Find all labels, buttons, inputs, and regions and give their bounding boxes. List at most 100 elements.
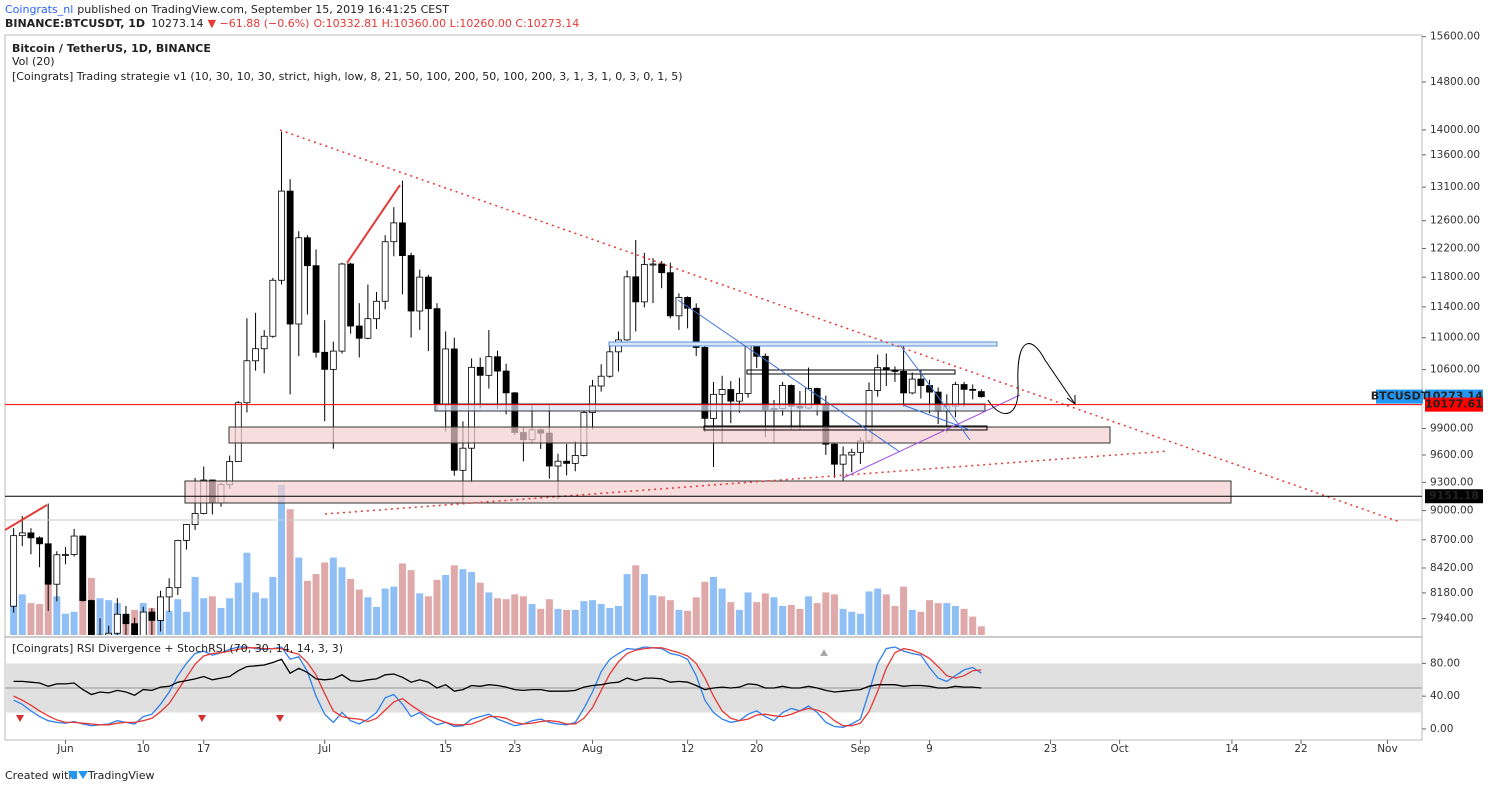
candle-body [908,378,916,394]
volume-bar [839,608,847,635]
volume-bar [364,597,372,635]
candle-body [977,391,985,397]
volume-bar [493,598,501,635]
volume-bar [165,610,173,635]
candle-body [502,370,510,394]
zone [434,403,986,412]
volume-bar [580,601,588,635]
footer-text: Created with [5,769,75,782]
brand-name[interactable]: TradingView [87,769,154,782]
volume-bar [260,598,268,635]
candle-body [10,535,18,607]
volume-bar [563,609,571,635]
volume-bar [796,608,804,635]
ohlc: O:10332.81 H:10360.00 L:10260.00 C:10273… [313,17,579,30]
volume-bar [61,613,69,635]
signal-marker [198,715,206,722]
volume-bar [416,593,424,635]
volume-bar [926,600,934,635]
volume-bar [969,616,977,635]
volume-bar [943,603,951,635]
candle-body [338,263,346,352]
y-tick-label: 7940.00 [1430,613,1473,625]
candle-body [62,554,69,556]
candle-body [606,351,614,377]
brand-logo [68,771,88,779]
indicator-line [13,647,982,727]
volume-bar [761,593,769,635]
volume-bar [830,594,838,635]
candle-body [563,460,571,464]
candle-body [105,632,113,635]
y-tick-label: 80.00 [1430,657,1460,669]
volume-bar [355,589,363,635]
y-tick-label: 12600.00 [1430,215,1480,227]
price-tag-label: 9151.18 [1429,489,1479,502]
y-tick-label: 12200.00 [1430,242,1480,254]
candle-body [666,272,674,317]
symbol-line: BINANCE:BTCUSDT, 1D 10273.14 ▼ −61.88 (−0.… [5,17,579,30]
candle-body [36,537,43,545]
candle-body [744,343,752,394]
candle-body [113,613,121,634]
volume-bar [450,565,458,635]
volume-bar [779,605,787,635]
volume-bar [329,557,337,635]
volume-bar [200,598,208,635]
candle-body [761,355,769,410]
volume-bar [805,596,813,635]
y-tick-label: 9900.00 [1430,422,1473,434]
volume-bar [882,594,890,635]
volume-bar [787,605,795,635]
volume-bar [295,557,303,635]
plot-frame [4,34,1423,741]
candle-body [900,370,907,394]
volume-bar [571,609,579,635]
candle-body [416,276,424,312]
header-line: Coingrats_nl published on TradingView.com… [5,3,449,16]
y-tick-label: 8180.00 [1430,587,1473,599]
volume-bar [900,586,908,635]
volume-bar [908,609,916,635]
volume-bar [692,597,700,635]
volume-bar [424,596,432,635]
candle-body [27,532,35,539]
volume-bar [18,594,26,635]
candle-body [658,263,666,274]
y-tick-label: 11400.00 [1430,301,1480,313]
publisher[interactable]: Coingrats_nl [5,3,73,16]
volume-bar [277,485,285,635]
volume-bar [252,592,260,635]
volume-bar [727,602,735,635]
candle-body [727,389,735,402]
candle-body [390,222,398,243]
legend-entry: [Coingrats] Trading strategie v1 (10, 30… [12,70,682,83]
y-tick-label: 8700.00 [1430,534,1473,546]
volume-bar [649,595,657,635]
candle-body [649,263,657,266]
volume-bar [243,552,251,635]
volume-bar [70,611,78,635]
x-tick-label: 23 [1044,743,1057,755]
candle-body [269,279,277,337]
price-tag-label: 10177.61 [1425,398,1483,411]
volume-bar [36,604,44,635]
volume-bar [735,609,743,635]
candle-body [459,447,467,471]
indicator-line [13,658,982,697]
candle-body [485,356,493,376]
volume-bar [53,596,61,635]
volume-bar [79,593,87,635]
candle-body [874,367,882,391]
volume-bar [675,609,683,635]
y-tick-label: 11800.00 [1430,271,1480,283]
volume-bar [226,598,234,635]
trend-line [677,299,901,453]
volume-bar [744,592,752,635]
candle-body [329,350,337,370]
volume-bar [182,611,190,635]
volume-bar [701,581,709,635]
x-tick-label: Jun [56,743,73,755]
indicator-line [13,646,982,728]
trend-line [842,394,1021,479]
